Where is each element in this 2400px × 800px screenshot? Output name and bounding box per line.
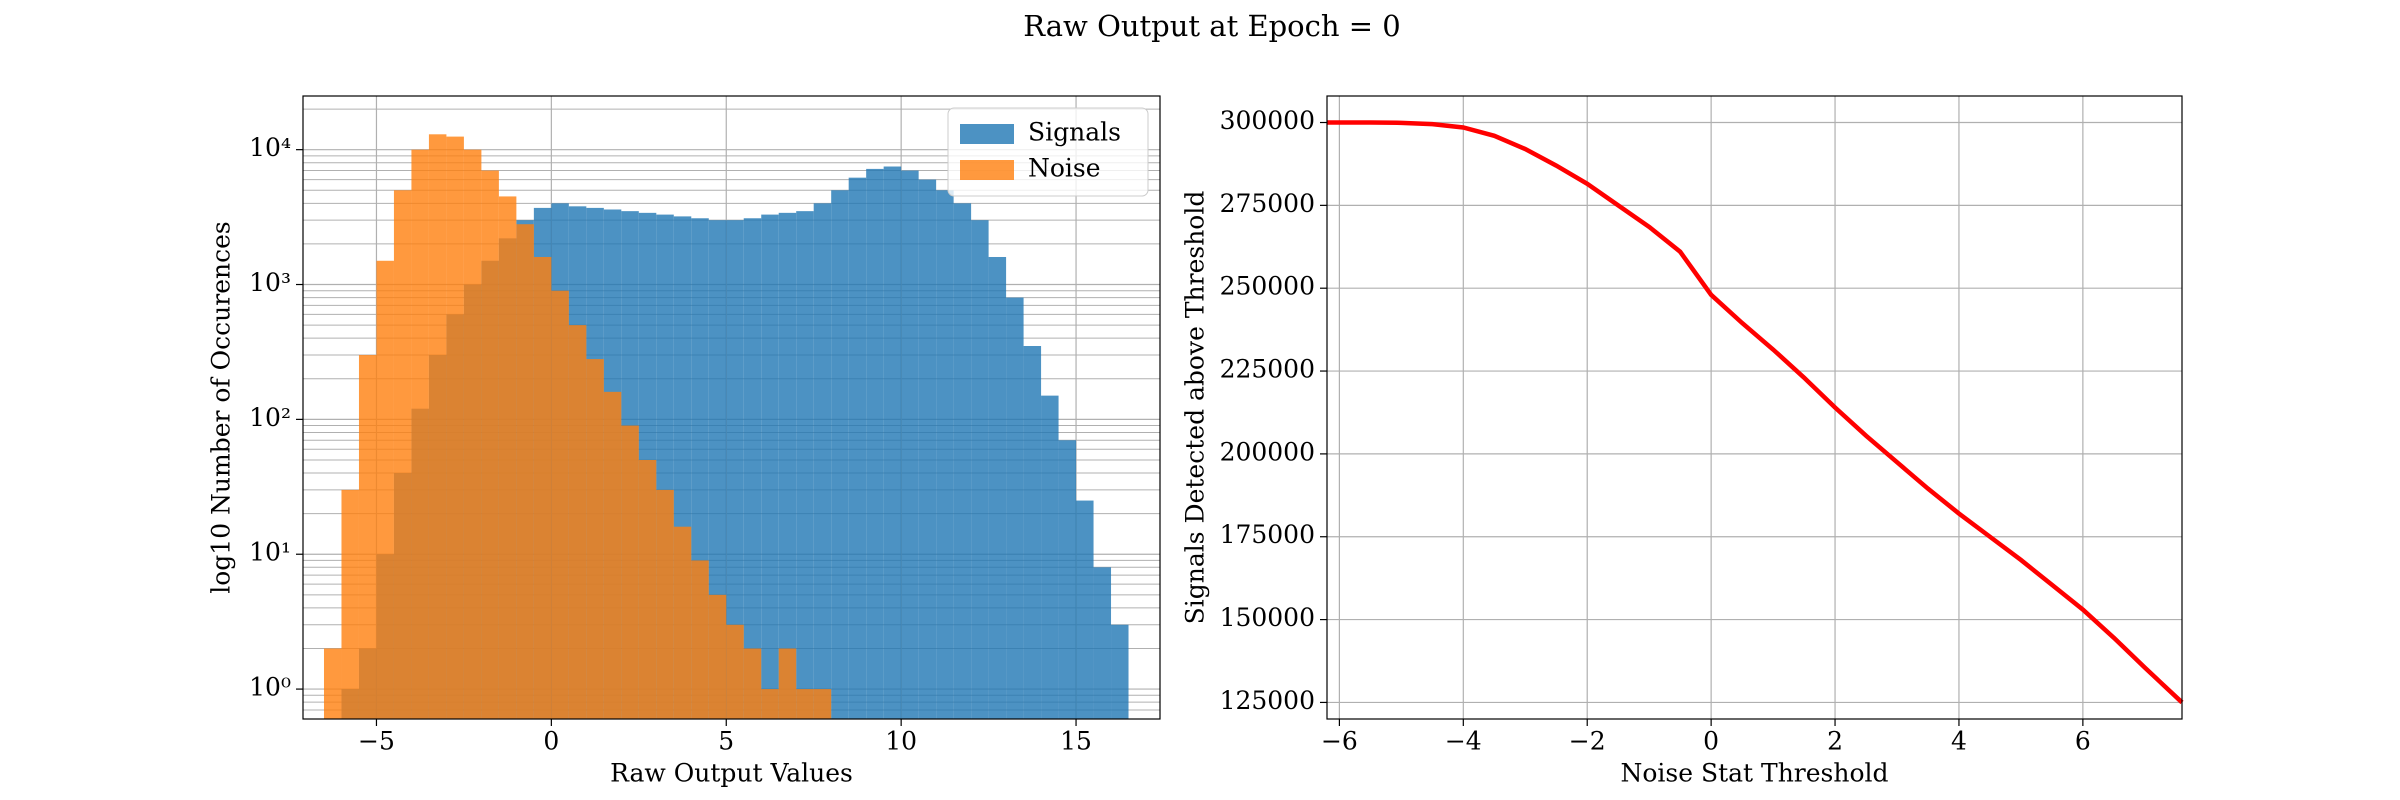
x-tick-label: 0 (543, 727, 559, 756)
histogram-bar (481, 170, 499, 719)
y-tick-label: 150000 (1220, 603, 1315, 632)
y-tick-label: 10⁴ (249, 133, 291, 162)
histogram-bar (551, 290, 569, 719)
histogram-bar (341, 489, 359, 719)
x-tick-label: −5 (358, 727, 395, 756)
x-tick-label: −2 (1569, 727, 1606, 756)
line (1327, 120, 2184, 705)
histogram-bar (901, 170, 919, 719)
histogram-bar (831, 190, 849, 720)
histogram-bar (411, 149, 429, 719)
histogram-bar (428, 134, 447, 719)
x-tick-label: 15 (1060, 727, 1092, 756)
axes-frame (1326, 95, 2183, 720)
y-tick-label: 10⁰ (249, 673, 291, 702)
histogram-bar (516, 224, 534, 719)
legend-label: Signals (1028, 118, 1121, 147)
histogram-bar (446, 136, 464, 720)
y-tick-label: 125000 (1220, 686, 1315, 715)
histogram-bar (1111, 624, 1129, 719)
histogram-bar (656, 489, 674, 719)
histogram-bar (953, 203, 972, 719)
y-axis-label: Signals Detected above Threshold (1181, 191, 1210, 625)
histogram-bar (463, 149, 482, 719)
histogram-bar (813, 689, 832, 719)
x-tick-label: 5 (718, 727, 734, 756)
x-axis-label: Noise Stat Threshold (1620, 759, 1888, 788)
y-tick-label: 250000 (1220, 272, 1315, 301)
histogram-bar (778, 212, 797, 719)
histogram-bar (1023, 346, 1042, 719)
x-tick-label: 10 (885, 727, 917, 756)
histogram-bar (883, 166, 902, 719)
histogram-bar (778, 648, 797, 719)
histogram-bar (918, 179, 937, 719)
histogram-bar (1093, 567, 1112, 719)
histogram-bar (568, 325, 587, 719)
histogram-bar (708, 220, 727, 719)
histogram-bar (323, 648, 342, 719)
histogram-bar (743, 218, 762, 720)
histogram-bar (936, 190, 954, 720)
histogram-bar (708, 594, 727, 719)
histogram-bar (761, 214, 779, 719)
y-tick-label: 225000 (1220, 355, 1315, 384)
histogram-bar (621, 425, 639, 719)
x-tick-label: 0 (1703, 727, 1719, 756)
figure-title: Raw Output at Epoch = 0 (1023, 9, 1401, 43)
histogram-bar (673, 526, 692, 719)
histogram-bar (603, 391, 622, 719)
histogram-bar (1006, 297, 1024, 719)
legend-swatch (960, 124, 1014, 144)
histogram-bar (358, 355, 377, 719)
y-tick-label: 300000 (1220, 106, 1315, 135)
x-axis-label: Raw Output Values (610, 759, 853, 788)
histogram-bar (1041, 395, 1059, 719)
histogram-bar (848, 177, 867, 719)
histogram-bar (533, 256, 552, 719)
y-tick-label: 275000 (1220, 189, 1315, 218)
histogram-bar (638, 459, 657, 719)
histogram-bar (761, 689, 779, 719)
y-tick-label: 10² (249, 403, 291, 432)
histogram-bar (691, 560, 709, 719)
histogram-bar (1058, 440, 1077, 719)
histogram-bar (971, 220, 989, 719)
histogram-bar (376, 260, 394, 719)
histogram-bar (726, 624, 744, 719)
y-tick-label: 10³ (249, 268, 291, 297)
axes-frame (302, 95, 1161, 720)
y-axis-label: log10 Number of Occurences (207, 221, 236, 594)
histogram-bar (796, 211, 814, 719)
histogram-bar (988, 256, 1007, 719)
histogram-bar (866, 168, 884, 719)
legend-label: Noise (1028, 154, 1101, 183)
x-tick-label: −4 (1445, 727, 1482, 756)
histogram-bar (743, 648, 762, 719)
y-tick-label: 200000 (1220, 437, 1315, 466)
legend-swatch (960, 160, 1014, 180)
histogram-bar (586, 359, 604, 719)
histogram-bar (1076, 500, 1094, 719)
y-tick-label: 10¹ (249, 538, 291, 567)
histogram-bar (813, 203, 832, 719)
y-tick-label: 175000 (1220, 520, 1315, 549)
x-tick-label: 2 (1827, 727, 1843, 756)
histogram-bar (393, 190, 412, 720)
x-tick-label: 4 (1951, 727, 1967, 756)
histogram-bar (498, 196, 517, 720)
x-tick-label: −6 (1321, 727, 1358, 756)
histogram-bar (796, 689, 814, 719)
x-tick-label: 6 (2075, 727, 2091, 756)
histogram-bar (726, 220, 744, 719)
